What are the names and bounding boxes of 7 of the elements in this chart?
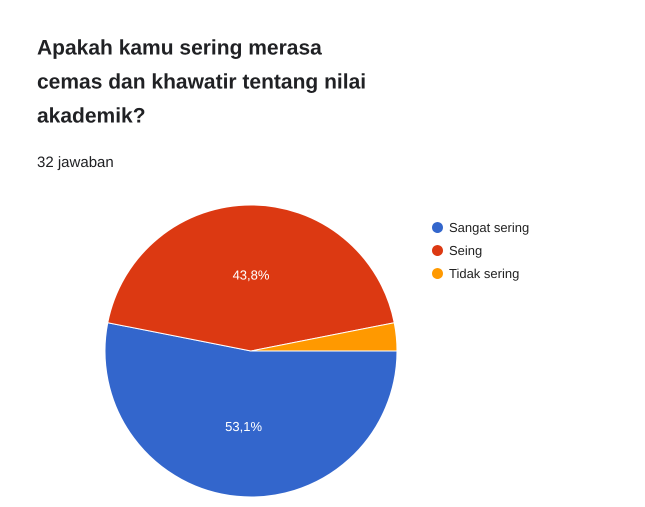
- legend-label: Sangat sering: [449, 220, 530, 235]
- legend-label: Seing: [449, 243, 482, 258]
- data-label: 53,1%: [225, 419, 262, 434]
- chart-subtitle: 32 jawaban: [37, 154, 114, 171]
- chart-title: Apakah kamu sering merasa cemas dan khawatir tentang nilai akademik?: [37, 36, 372, 128]
- legend-label: Tidak sering: [449, 266, 520, 281]
- data-label: 43,8%: [232, 268, 270, 282]
